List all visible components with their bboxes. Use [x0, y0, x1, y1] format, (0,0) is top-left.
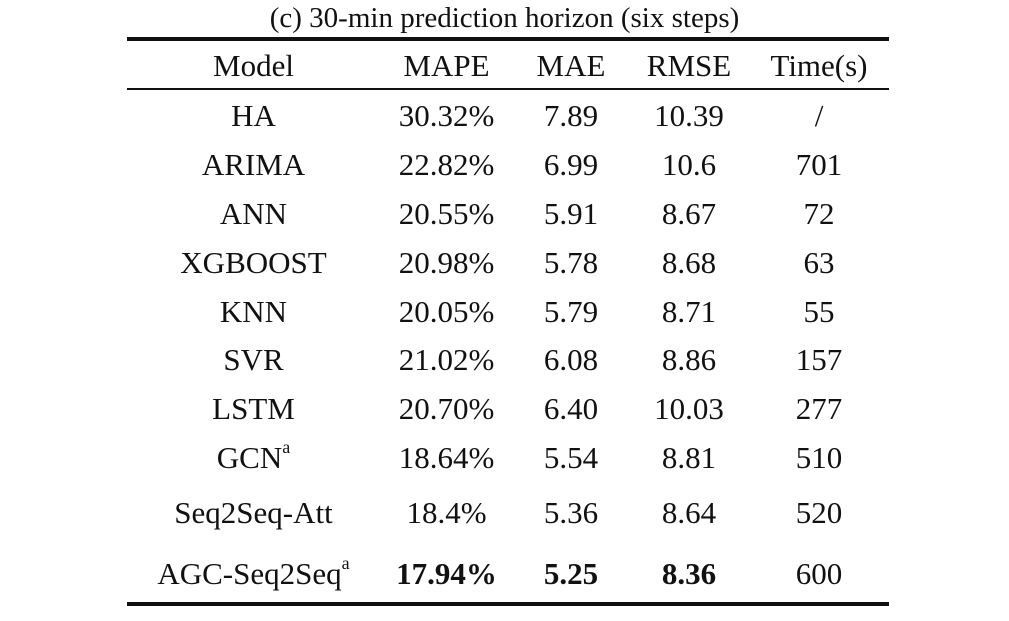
model-cell: ANN: [219, 196, 288, 231]
mae-cell: 5.78: [543, 245, 599, 280]
header-rule: [127, 88, 889, 90]
header-model: Model: [213, 48, 294, 83]
model-cell: AGC-Seq2Seqa: [157, 552, 350, 591]
mape-cell: 30.32%: [398, 98, 495, 133]
table-row: XGBOOST 20.98% 5.78 8.68 63: [127, 243, 889, 283]
mae-cell: 5.91: [543, 196, 599, 231]
time-cell: 55: [803, 294, 835, 329]
bottom-rule: [127, 602, 889, 606]
rmse-cell: 8.81: [661, 440, 717, 475]
mae-cell: 6.08: [543, 342, 599, 377]
time-cell: 510: [795, 440, 843, 475]
mape-cell: 20.70%: [398, 391, 495, 426]
model-cell: ARIMA: [201, 147, 306, 182]
mae-cell: 5.79: [543, 294, 599, 329]
mape-cell-best: 17.94%: [396, 556, 497, 591]
mape-cell: 18.64%: [398, 440, 495, 475]
mape-cell: 18.4%: [406, 495, 487, 530]
time-cell: 600: [795, 556, 843, 591]
mae-cell: 5.54: [543, 440, 599, 475]
table-row: Seq2Seq-Att 18.4% 5.36 8.64 520: [127, 493, 889, 533]
model-cell: LSTM: [212, 391, 295, 426]
rmse-cell: 10.6: [661, 147, 717, 182]
time-cell: 63: [803, 245, 835, 280]
top-rule: [127, 37, 889, 41]
model-cell: XGBOOST: [180, 245, 327, 280]
time-cell: /: [814, 98, 824, 133]
mape-cell: 20.05%: [398, 294, 495, 329]
mae-cell: 7.89: [543, 98, 599, 133]
model-cell: HA: [231, 98, 276, 133]
table-row: LSTM 20.70% 6.40 10.03 277: [127, 389, 889, 429]
rmse-cell: 8.86: [661, 342, 717, 377]
mae-cell: 6.99: [543, 147, 599, 182]
table-row: GCNa 18.64% 5.54 8.81 510: [127, 438, 889, 478]
rmse-cell: 8.71: [661, 294, 717, 329]
mape-cell: 20.98%: [398, 245, 495, 280]
model-cell: KNN: [219, 294, 288, 329]
header-mape: MAPE: [403, 48, 490, 83]
table-row: KNN 20.05% 5.79 8.71 55: [127, 292, 889, 332]
time-cell: 72: [803, 196, 835, 231]
rmse-cell: 8.68: [661, 245, 717, 280]
header-mae: MAE: [536, 48, 606, 83]
model-cell: GCNa: [216, 436, 291, 475]
time-cell: 277: [795, 391, 843, 426]
footnote-marker: a: [282, 436, 291, 457]
mape-cell: 21.02%: [398, 342, 495, 377]
header-rmse: RMSE: [646, 48, 732, 83]
model-cell: Seq2Seq-Att: [174, 495, 333, 530]
rmse-cell: 8.67: [661, 196, 717, 231]
table-row: ARIMA 22.82% 6.99 10.6 701: [127, 145, 889, 185]
mae-cell: 6.40: [543, 391, 599, 426]
time-cell: 157: [795, 342, 843, 377]
table-row: HA 30.32% 7.89 10.39 /: [127, 96, 889, 136]
table-caption: (c) 30-min prediction horizon (six steps…: [269, 2, 740, 34]
mae-cell-best: 5.25: [543, 556, 599, 591]
time-cell: 701: [795, 147, 843, 182]
footnote-marker: a: [341, 552, 350, 573]
mape-cell: 22.82%: [398, 147, 495, 182]
table-row: SVR 21.02% 6.08 8.86 157: [127, 340, 889, 380]
rmse-cell-best: 8.36: [661, 556, 717, 591]
header-row: Model MAPE MAE RMSE Time(s): [127, 46, 889, 86]
mae-cell: 5.36: [543, 495, 599, 530]
table-row: ANN 20.55% 5.91 8.67 72: [127, 194, 889, 234]
header-time: Time(s): [770, 48, 868, 83]
table-row: AGC-Seq2Seqa 17.94% 5.25 8.36 600: [127, 554, 889, 594]
model-cell: SVR: [223, 342, 284, 377]
mape-cell: 20.55%: [398, 196, 495, 231]
rmse-cell: 10.03: [654, 391, 724, 426]
time-cell: 520: [795, 495, 843, 530]
rmse-cell: 8.64: [661, 495, 717, 530]
rmse-cell: 10.39: [654, 98, 724, 133]
